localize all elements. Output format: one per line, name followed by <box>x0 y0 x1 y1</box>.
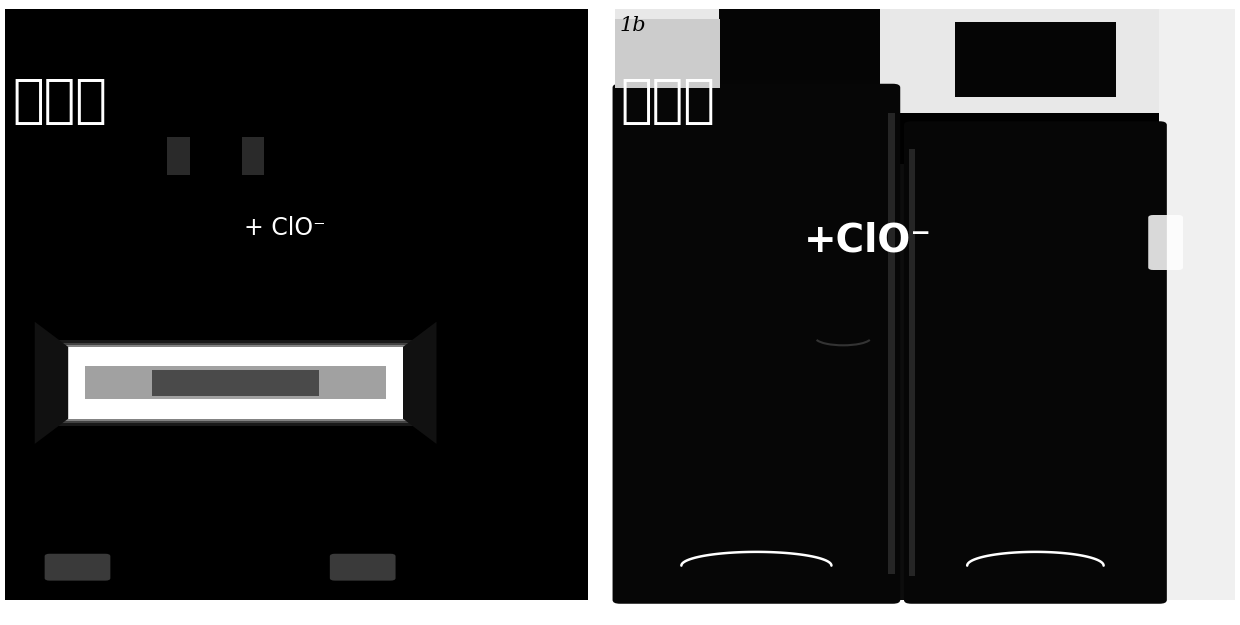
Bar <box>167 138 190 175</box>
Text: + ClO⁻: + ClO⁻ <box>244 216 326 240</box>
Bar <box>719 9 880 97</box>
Bar <box>41 340 430 426</box>
Text: 日光下: 日光下 <box>620 75 715 127</box>
Bar <box>242 138 264 175</box>
Bar <box>1159 9 1235 600</box>
Text: 紫外光: 紫外光 <box>12 75 108 127</box>
Bar <box>955 22 1116 97</box>
Bar <box>893 164 911 600</box>
FancyBboxPatch shape <box>330 554 396 581</box>
Bar <box>909 149 915 576</box>
FancyBboxPatch shape <box>613 84 900 604</box>
Text: 1b: 1b <box>620 16 646 34</box>
Bar <box>615 19 720 88</box>
Bar <box>68 347 403 419</box>
Bar <box>51 342 420 423</box>
Bar <box>60 345 412 421</box>
FancyBboxPatch shape <box>1148 215 1183 270</box>
FancyBboxPatch shape <box>904 121 1167 604</box>
Bar <box>888 113 895 574</box>
Bar <box>615 9 1235 600</box>
Polygon shape <box>35 322 68 444</box>
FancyBboxPatch shape <box>45 554 110 581</box>
Bar <box>151 370 320 396</box>
Polygon shape <box>403 322 436 444</box>
Bar <box>5 9 588 600</box>
Text: 1a: 1a <box>22 16 48 34</box>
Bar <box>615 9 1235 112</box>
Bar <box>84 366 387 399</box>
Text: +ClO⁻: +ClO⁻ <box>804 222 932 259</box>
